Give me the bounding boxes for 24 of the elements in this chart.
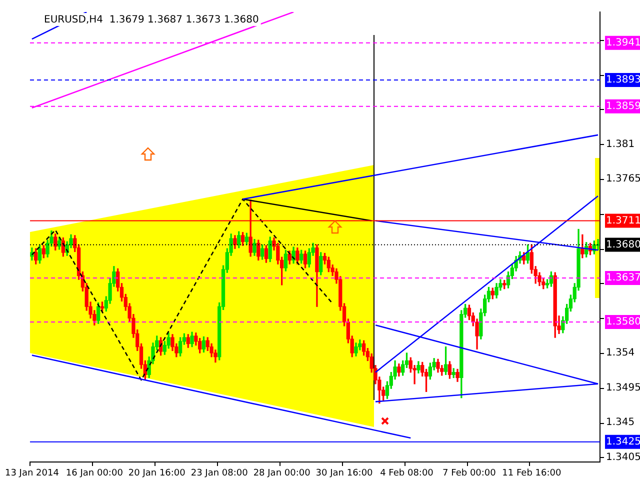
x-tick-label: 4 Feb 08:00 — [380, 468, 434, 479]
ref-line-label: 1.3425 — [606, 436, 640, 448]
y-tick-label: 1.354 — [606, 348, 635, 359]
x-tick-label: 28 Jan 00:00 — [253, 468, 311, 479]
x-tick-label: 23 Jan 08:00 — [190, 468, 248, 479]
x-tick-label: 11 Feb 16:00 — [502, 468, 562, 479]
y-tick-label: 1.381 — [606, 138, 635, 150]
x-tick-label: 13 Jan 2014 — [4, 468, 60, 479]
y-tick-label: 1.3765 — [606, 174, 640, 185]
ref-line-label: 1.3893 — [606, 74, 640, 86]
x-tick-label: 7 Feb 00:00 — [442, 468, 496, 479]
y-tick-label: 1.3405 — [606, 452, 640, 463]
y-tick-label: 1.345 — [606, 417, 635, 428]
x-tick-label: 20 Jan 16:00 — [128, 468, 186, 479]
ref-line-label: 1.3680 — [606, 239, 640, 250]
ref-line-label: 1.3637 — [606, 272, 640, 284]
y-tick-label: 1.3495 — [606, 382, 640, 394]
chart-title: EURUSD,H4 1.3679 1.3687 1.3673 1.3680 — [44, 14, 259, 26]
ref-line-label: 1.3859 — [606, 100, 640, 112]
ref-line-label: 1.3580 — [606, 316, 640, 328]
ref-line-label: 1.3941 — [606, 38, 640, 49]
ref-line-label: 1.3711 — [606, 215, 640, 226]
x-tick-label: 30 Jan 16:00 — [316, 468, 374, 479]
x-tick-label: 16 Jan 00:00 — [66, 468, 124, 479]
